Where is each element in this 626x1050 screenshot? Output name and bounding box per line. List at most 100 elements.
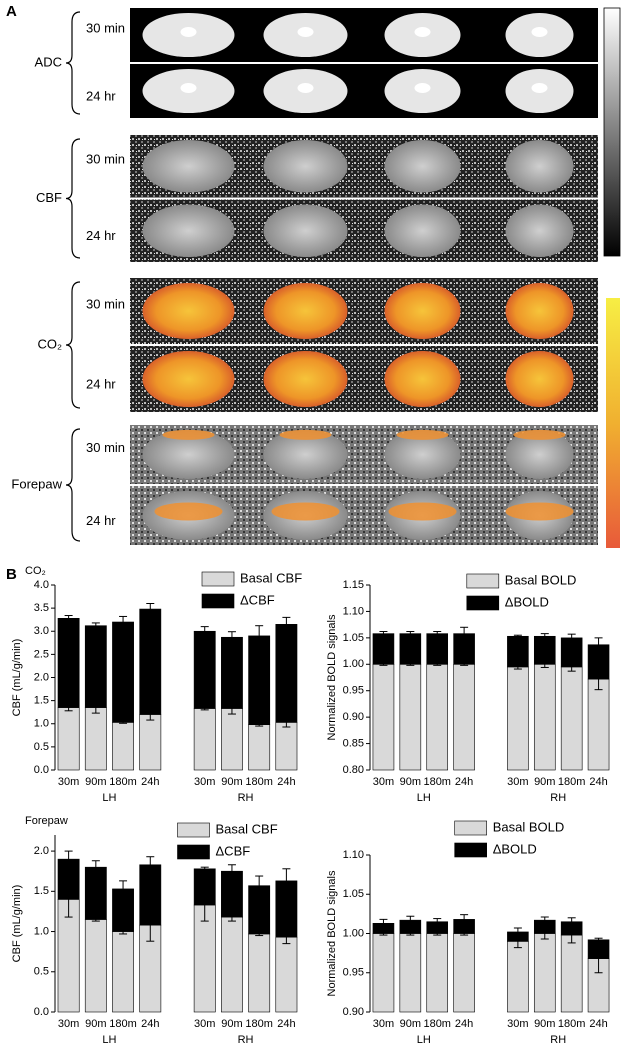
y-tick-label: 0.85	[343, 737, 364, 749]
x-tick-label: 24h	[277, 776, 295, 788]
bar-segment	[533, 635, 556, 665]
x-tick-label: 24h	[277, 1018, 295, 1030]
brain-slice	[505, 204, 574, 257]
brain-slice	[384, 140, 461, 193]
y-tick-label: 0.5	[34, 741, 49, 753]
legend-label: Basal CBF	[240, 570, 302, 585]
x-tick-label: 30m	[194, 776, 215, 788]
x-tick-label: 180m	[558, 1018, 586, 1030]
legend-label: ΔBOLD	[505, 594, 549, 609]
brain-slice	[263, 204, 348, 257]
bar-segment	[426, 633, 449, 665]
y-tick-label: 0.95	[343, 685, 364, 697]
y-axis-title: CBF (mL/g/min)	[11, 639, 23, 717]
bar-segment	[57, 858, 80, 900]
bar-segment	[453, 633, 475, 665]
bar-segment	[507, 941, 529, 1013]
bar-segment	[426, 933, 449, 1013]
x-tick-label: 30m	[507, 1018, 528, 1030]
x-tick-label: 180m	[109, 1018, 137, 1030]
activation	[279, 429, 332, 440]
bar-segment	[453, 919, 475, 934]
bar-segment	[533, 919, 556, 934]
legend-swatch	[201, 571, 235, 587]
bar-segment	[560, 666, 583, 771]
activation	[154, 502, 223, 521]
bar-segment	[221, 636, 243, 709]
brace	[65, 428, 81, 542]
y-tick-label: 1.0	[34, 718, 49, 730]
bar-segment	[275, 936, 298, 1013]
row-label: 30 min	[86, 20, 125, 35]
group-label: RH	[238, 792, 254, 804]
legend-swatch	[466, 595, 500, 611]
group-label: LH	[417, 792, 431, 804]
brain-slice	[505, 140, 574, 193]
row-label: 24 hr	[86, 513, 116, 528]
y-tick-label: 1.05	[343, 888, 364, 900]
row-label: 24 hr	[86, 376, 116, 391]
x-tick-label: 30m	[58, 1018, 79, 1030]
group-label: Forepaw	[11, 476, 62, 491]
bar-segment	[275, 880, 298, 938]
bar-segment	[139, 714, 162, 771]
brace	[65, 281, 81, 409]
brace	[65, 138, 81, 259]
bar-segment	[57, 707, 80, 771]
bar-segment	[560, 921, 583, 936]
y-tick-label: 0.0	[34, 1006, 49, 1018]
y-tick-label: 1.15	[343, 579, 364, 591]
x-tick-label: 180m	[423, 1018, 451, 1030]
row-label: 30 min	[86, 152, 125, 167]
bar-segment	[587, 644, 610, 680]
bar-segment	[248, 885, 271, 935]
y-tick-label: 1.5	[34, 695, 49, 707]
bar-segment	[193, 868, 216, 906]
y-axis-title: Normalized BOLD signals	[326, 870, 338, 996]
bar-segment	[507, 635, 529, 668]
y-tick-label: 0.5	[34, 966, 49, 978]
bar-segment	[221, 870, 243, 918]
x-tick-label: 90m	[221, 776, 242, 788]
group-label: LH	[102, 1034, 116, 1046]
legend-swatch	[177, 844, 210, 860]
bar-segment	[372, 933, 395, 1013]
x-tick-label: 30m	[373, 776, 394, 788]
bar-segment	[112, 931, 134, 1013]
bar-segment	[84, 866, 107, 920]
brain-slice	[263, 351, 348, 407]
group-label: RH	[550, 1034, 566, 1046]
y-tick-label: 1.10	[343, 849, 364, 861]
group-label: RH	[550, 792, 566, 804]
brain-slice	[384, 351, 461, 407]
y-tick-label: 1.05	[343, 632, 364, 644]
ventricle	[297, 27, 314, 37]
brain-slice	[263, 140, 348, 193]
bar-segment	[275, 624, 298, 723]
bar-segment	[221, 916, 243, 1013]
bar-segment	[112, 722, 134, 771]
x-tick-label: 24h	[455, 1018, 473, 1030]
activation	[388, 502, 457, 521]
bar-segment	[84, 919, 107, 1013]
bar-segment	[139, 864, 162, 926]
bar-segment	[453, 933, 475, 1013]
ventricle	[180, 83, 197, 93]
y-tick-label: 2.0	[34, 845, 49, 857]
y-tick-label: 0.95	[343, 967, 364, 979]
group-label: ADC	[35, 54, 62, 69]
bar-segment	[533, 663, 556, 771]
x-tick-label: 30m	[58, 776, 79, 788]
brain-slice	[505, 430, 574, 479]
ventricle	[180, 27, 197, 37]
bar-segment	[426, 663, 449, 771]
ventricle	[531, 27, 548, 37]
bar-segment	[372, 922, 395, 934]
x-tick-label: 24h	[589, 776, 607, 788]
bar-segment	[248, 933, 271, 1013]
bar-segment	[57, 617, 80, 708]
legend-label: ΔCBF	[216, 843, 251, 858]
x-tick-label: 30m	[373, 1018, 394, 1030]
x-tick-label: 90m	[85, 776, 106, 788]
x-tick-label: 90m	[534, 776, 555, 788]
